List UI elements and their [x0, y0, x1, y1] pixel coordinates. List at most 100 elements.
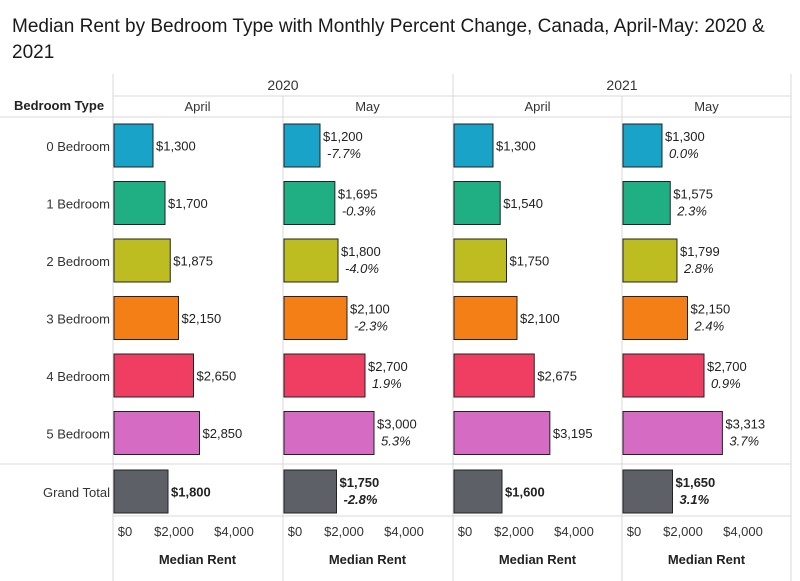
month-label: May [694, 99, 719, 114]
tick-label: $4,000 [723, 524, 763, 539]
bar-value-label: $2,700 [707, 359, 747, 374]
year-label-2021: 2021 [606, 77, 637, 93]
bar [113, 353, 194, 398]
bar [113, 181, 166, 225]
bar-value-label: $1,650 [676, 475, 716, 490]
bar-value-label: $1,300 [665, 129, 705, 144]
bar-value-label: $3,000 [377, 417, 417, 432]
bar [283, 353, 366, 398]
bar [622, 469, 673, 514]
bar-value-label: $1,800 [171, 485, 211, 500]
category-label: 5 Bedroom [46, 426, 110, 441]
bar [113, 469, 169, 514]
bar-value-label: $1,695 [338, 187, 378, 202]
bar [283, 238, 339, 283]
pct-change-label: -0.3% [342, 204, 376, 219]
pct-change-label: 3.1% [680, 492, 710, 507]
bar-value-label: $2,700 [368, 359, 408, 374]
pct-change-label: -2.8% [344, 492, 378, 507]
bar [113, 296, 179, 340]
category-label: 1 Bedroom [46, 196, 110, 211]
bar-value-label: $2,675 [537, 369, 577, 384]
bar [453, 411, 551, 455]
bar-value-label: $1,800 [341, 244, 381, 259]
bar-value-label: $2,150 [691, 302, 731, 317]
tick-label: $2,000 [154, 524, 194, 539]
tick-label: $2,000 [663, 524, 703, 539]
bar-value-label: $2,850 [203, 426, 243, 441]
month-label: May [355, 99, 380, 114]
bar [622, 181, 671, 225]
bar-value-label: $2,100 [520, 311, 560, 326]
tick-label: $0 [288, 524, 302, 539]
axis-title: Median Rent [329, 552, 407, 567]
pct-change-label: 5.3% [381, 434, 411, 449]
bar-value-label: $1,540 [503, 196, 543, 211]
bar [453, 296, 518, 340]
bar-value-label: $1,600 [505, 485, 545, 500]
pct-change-label: 2.8% [683, 261, 714, 276]
tick-label: $0 [118, 524, 132, 539]
bar-value-label: $1,575 [673, 187, 713, 202]
bar [283, 296, 348, 340]
tick-label: $0 [458, 524, 472, 539]
pct-change-label: 1.9% [372, 376, 402, 391]
bar-value-label: $1,700 [168, 196, 208, 211]
bar [453, 181, 501, 225]
bar [113, 411, 200, 455]
bar [283, 181, 336, 225]
tick-label: $0 [627, 524, 641, 539]
pct-change-label: -4.0% [345, 261, 379, 276]
month-label: April [524, 99, 550, 114]
chart-title: Median Rent by Bedroom Type with Monthly… [12, 16, 765, 63]
tick-label: $4,000 [384, 524, 424, 539]
bar [453, 238, 507, 283]
bar-value-label: $1,300 [496, 139, 536, 154]
bar [113, 123, 154, 168]
bar [283, 411, 375, 455]
pct-change-label: 0.9% [711, 376, 741, 391]
bar-value-label: $3,195 [553, 426, 593, 441]
bar [622, 238, 678, 283]
bar-value-label: $2,100 [350, 302, 390, 317]
bar [622, 353, 705, 398]
bar [283, 123, 321, 168]
year-label-2020: 2020 [267, 77, 298, 93]
tick-label: $4,000 [554, 524, 594, 539]
category-label: 2 Bedroom [46, 254, 110, 269]
category-label: 0 Bedroom [46, 139, 110, 154]
bar-value-label: $1,750 [340, 475, 380, 490]
bar-value-label: $1,799 [680, 244, 720, 259]
bar-value-label: $2,650 [197, 369, 237, 384]
category-label: Grand Total [43, 485, 110, 500]
pct-change-label: 3.7% [729, 434, 759, 449]
tick-label: $4,000 [214, 524, 254, 539]
bar [113, 238, 171, 283]
axis-title: Median Rent [159, 552, 237, 567]
bar-value-label: $3,313 [725, 417, 765, 432]
month-label: April [184, 99, 210, 114]
bar [453, 469, 503, 514]
bar [622, 411, 723, 455]
bar-value-label: $1,200 [323, 129, 363, 144]
bar-value-label: $1,300 [156, 139, 196, 154]
pct-change-label: 0.0% [669, 146, 699, 161]
bar [453, 353, 535, 398]
bar [453, 123, 494, 168]
category-label: 3 Bedroom [46, 311, 110, 326]
pct-change-label: 2.4% [694, 319, 725, 334]
axis-title: Median Rent [668, 552, 746, 567]
bar [283, 469, 337, 514]
pct-change-label: -7.7% [327, 146, 361, 161]
axis-title: Median Rent [499, 552, 577, 567]
bar-value-label: $1,750 [510, 254, 550, 269]
bar-value-label: $2,150 [182, 311, 222, 326]
pct-change-label: -2.3% [354, 319, 388, 334]
category-label: 4 Bedroom [46, 369, 110, 384]
row-header: Bedroom Type [14, 98, 104, 113]
pct-change-label: 2.3% [676, 204, 707, 219]
bar [622, 123, 663, 168]
bar [622, 296, 688, 340]
tick-label: $2,000 [494, 524, 534, 539]
